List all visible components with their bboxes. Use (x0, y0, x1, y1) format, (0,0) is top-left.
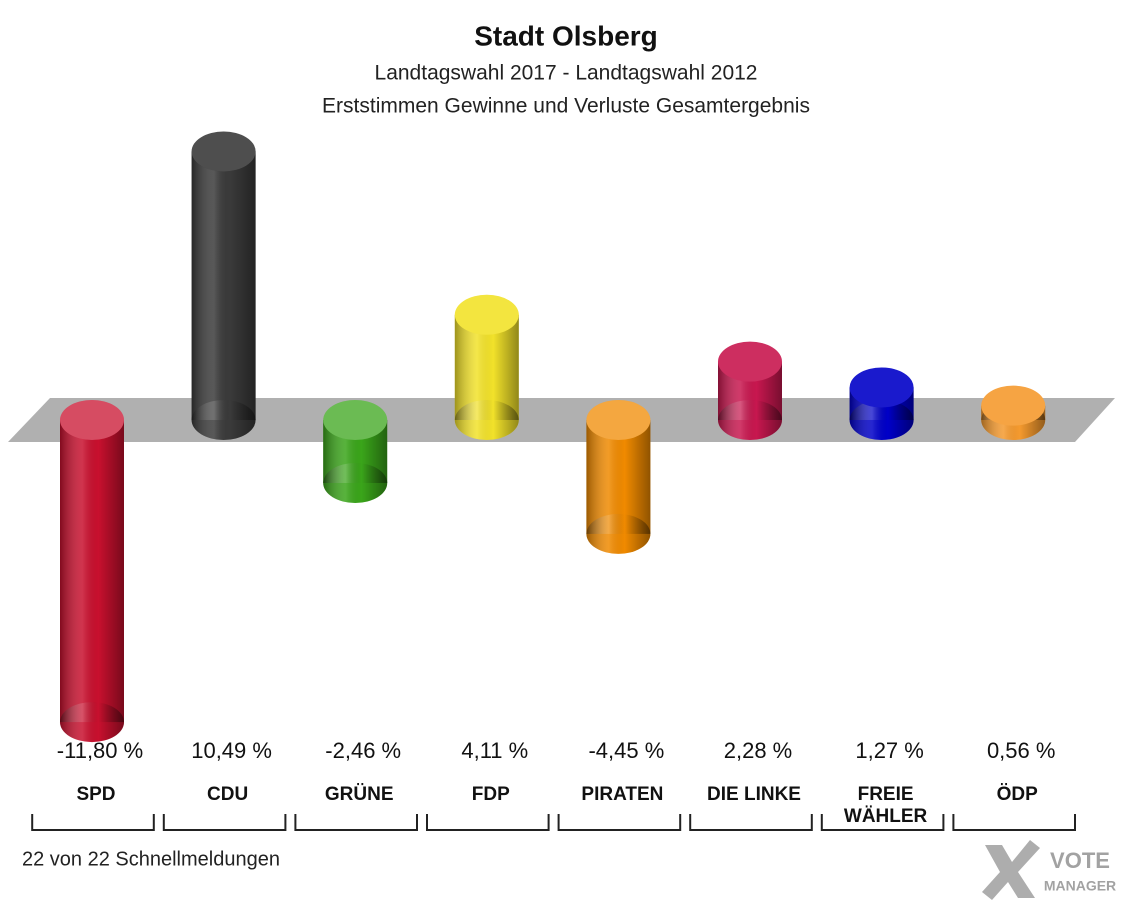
bar-cap-shade (191, 131, 256, 172)
bar-cap-shade (718, 341, 782, 382)
value-label: -4,45 % (588, 738, 664, 763)
bar (191, 131, 256, 440)
category-bracket (557, 814, 682, 831)
value-label: 2,28 % (724, 738, 793, 763)
bar-cap (586, 400, 651, 440)
bar-cap (323, 400, 388, 440)
bar-cap-shade (586, 400, 651, 440)
x-tick-label: SPD (76, 784, 116, 805)
value-label: -2,46 % (325, 738, 401, 763)
bar-shade (454, 400, 519, 440)
bar-cap (718, 341, 782, 382)
bar-cap (981, 385, 1046, 426)
bar-cap-shade (454, 294, 519, 335)
value-label: -11,80 % (57, 738, 143, 763)
bar (586, 400, 651, 554)
logo: VOTE MANAGER (982, 840, 1116, 900)
bar (60, 400, 124, 743)
bar-shade (323, 462, 388, 503)
bar-cap-shade (60, 400, 124, 440)
bar-shade (191, 151, 256, 420)
x-tick-label: PIRATEN (581, 784, 664, 805)
footnote: 22 von 22 Schnellmeldungen (22, 848, 280, 870)
logo-mark (982, 840, 1040, 900)
bar-shade (586, 513, 651, 554)
x-tick-label: ÖDP (996, 784, 1038, 805)
bar-shade (60, 420, 124, 723)
x-tick-label: FDP (471, 784, 510, 805)
bar (323, 400, 388, 503)
x-tick-label: CDU (207, 784, 249, 805)
bar-cap-shade (981, 385, 1046, 426)
bar-cap (191, 131, 256, 172)
bar (981, 385, 1046, 440)
bar-shade (849, 400, 914, 440)
bar (849, 367, 914, 440)
bar (718, 341, 782, 440)
x-tick-label: GRÜNE (324, 784, 394, 805)
x-tick-label: DIE LINKE (707, 784, 801, 805)
logo-text: VOTE (1050, 848, 1110, 873)
value-label: 4,11 % (461, 738, 528, 763)
bar-cap-shade (323, 400, 388, 440)
bar-cap (849, 367, 914, 408)
category-bracket (426, 814, 550, 831)
logo-text: MANAGER (1044, 878, 1116, 894)
category-bracket (689, 814, 813, 831)
category-bracket (31, 814, 155, 831)
bar-shade (60, 702, 124, 743)
category-bracket (952, 814, 1076, 831)
category-bracket (162, 814, 287, 831)
value-label: 10,49 % (191, 738, 272, 763)
x-tick-label: FREIE WÄHLER (843, 784, 928, 827)
chart-subtitle: Landtagswahl 2017 - Landtagswahl 2012 (375, 62, 758, 85)
value-label: 1,27 % (855, 738, 924, 763)
bar-shade (718, 400, 782, 440)
value-label: 0,56 % (987, 738, 1056, 763)
chart-subtitle: Erststimmen Gewinne und Verluste Gesamte… (322, 95, 810, 118)
bar-cap (60, 400, 124, 440)
category-bracket (820, 814, 945, 831)
bar-cap (454, 294, 519, 335)
bar-shade (191, 400, 256, 440)
bar-cap-shade (849, 367, 914, 408)
chart-title: Stadt Olsberg (474, 20, 658, 51)
zero-band (8, 398, 1115, 442)
category-bracket (294, 814, 418, 831)
bar (454, 294, 519, 440)
